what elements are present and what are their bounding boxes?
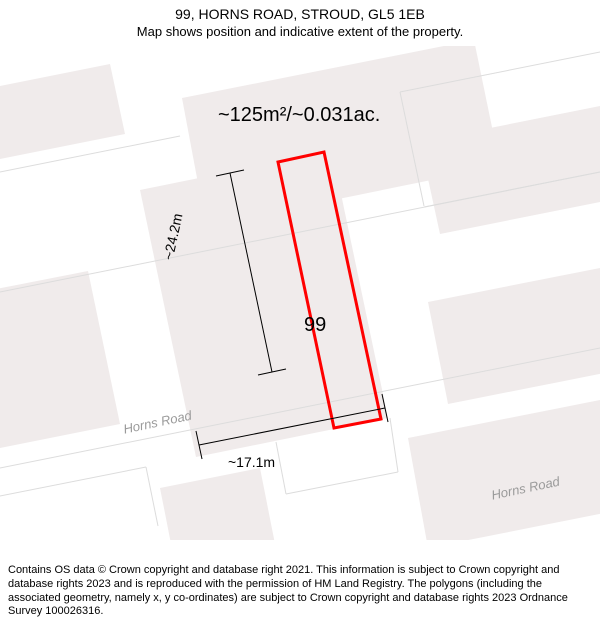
footer-copyright: Contains OS data © Crown copyright and d… xyxy=(8,564,592,619)
plot-number: 99 xyxy=(304,314,326,337)
header: 99, HORNS ROAD, STROUD, GL5 1EB Map show… xyxy=(0,6,600,39)
dim-horizontal-label: ~17.1m xyxy=(228,454,275,470)
page-title: 99, HORNS ROAD, STROUD, GL5 1EB xyxy=(0,6,600,22)
page-subtitle: Map shows position and indicative extent… xyxy=(0,24,600,39)
map-area: ~125m²/~0.031ac. 99 ~24.2m ~17.1m Horns … xyxy=(0,46,600,540)
area-label: ~125m²/~0.031ac. xyxy=(218,104,380,127)
page: 99, HORNS ROAD, STROUD, GL5 1EB Map show… xyxy=(0,0,600,625)
